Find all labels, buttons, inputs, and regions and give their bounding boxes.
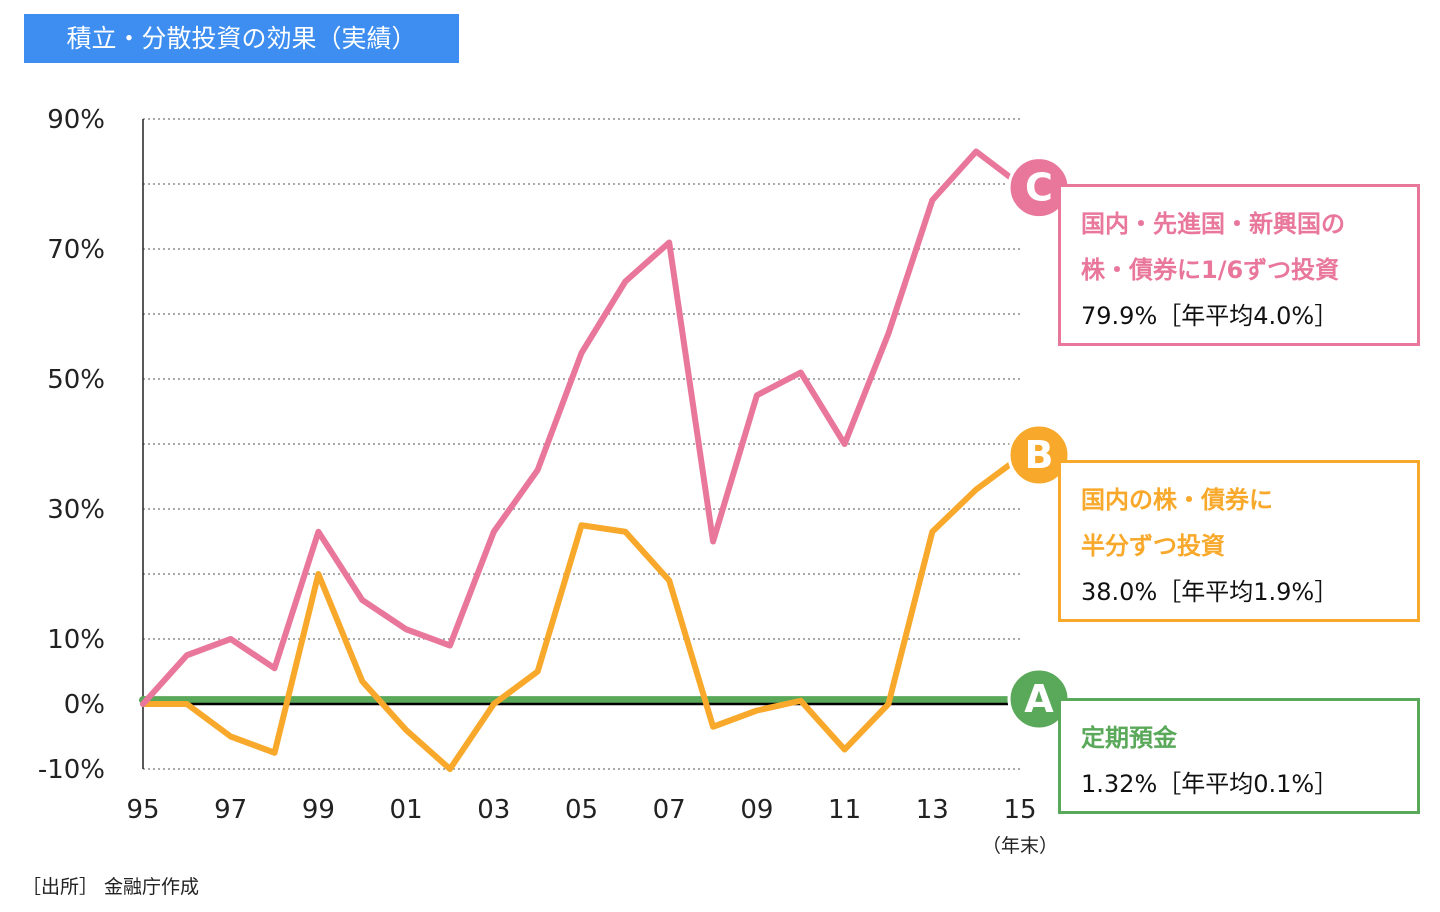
y-tick-label: 50%: [47, 365, 105, 395]
x-tick-label: 95: [126, 795, 159, 825]
annotation-c-value: 79.9%［年平均4.0%］: [1081, 302, 1339, 330]
series-markers: C B A: [1007, 156, 1071, 731]
x-tick-label: 15: [1003, 795, 1036, 825]
chart-title: 積立・分散投資の効果（実績）: [24, 14, 459, 63]
grid-lines: [143, 118, 1020, 770]
annotation-a-value: 1.32%［年平均0.1%］: [1081, 770, 1339, 798]
x-tick-label: 97: [214, 795, 247, 825]
y-tick-label: 10%: [47, 625, 105, 655]
x-tick-label: 11: [828, 795, 861, 825]
marker-a-letter: A: [1024, 677, 1054, 721]
x-tick-labels: 95 97 99 01 03 05 07 09 11 13 15 （年末）: [126, 795, 1058, 857]
x-tick-label: 09: [740, 795, 773, 825]
y-tick-labels: 90% 70% 50% 30% 10% 0% -10%: [38, 105, 105, 785]
annotation-c-title-line2: 株・債券に1/6ずつ投資: [1081, 256, 1340, 284]
series-lines: [139, 148, 1024, 772]
y-tick-label: 70%: [47, 235, 105, 265]
x-tick-label: 07: [653, 795, 686, 825]
series-line-c: [140, 148, 1023, 707]
annotation-box-a: 定期預金 1.32%［年平均0.1%］: [1058, 698, 1420, 814]
annotation-a-title: 定期預金: [1081, 724, 1177, 752]
annotation-b-title-line1: 国内の株・債券に: [1081, 486, 1273, 514]
marker-b-circle: [1007, 423, 1071, 487]
annotation-box-c: 国内・先進国・新興国の 株・債券に1/6ずつ投資 79.9%［年平均4.0%］: [1058, 184, 1420, 346]
x-axis-label: （年末）: [982, 835, 1058, 857]
x-tick-label: 03: [477, 795, 510, 825]
annotation-b-title-line2: 半分ずつ投資: [1081, 532, 1225, 560]
source-note: ［出所］ 金融庁作成: [22, 876, 200, 898]
series-line-b: [140, 454, 1023, 772]
annotation-box-b: 国内の株・債券に 半分ずつ投資 38.0%［年平均1.9%］: [1058, 460, 1420, 622]
marker-c-letter: C: [1025, 166, 1053, 210]
y-tick-label: 90%: [47, 105, 105, 135]
y-tick-label: -10%: [38, 755, 105, 785]
y-tick-label: 0%: [64, 690, 105, 720]
x-tick-label: 13: [916, 795, 949, 825]
marker-b-letter: B: [1025, 433, 1054, 477]
annotation-b-value: 38.0%［年平均1.9%］: [1081, 578, 1339, 606]
annotation-c-title-line1: 国内・先進国・新興国の: [1081, 210, 1345, 238]
y-tick-label: 30%: [47, 495, 105, 525]
x-tick-label: 99: [302, 795, 335, 825]
x-tick-label: 01: [390, 795, 423, 825]
x-tick-label: 05: [565, 795, 598, 825]
